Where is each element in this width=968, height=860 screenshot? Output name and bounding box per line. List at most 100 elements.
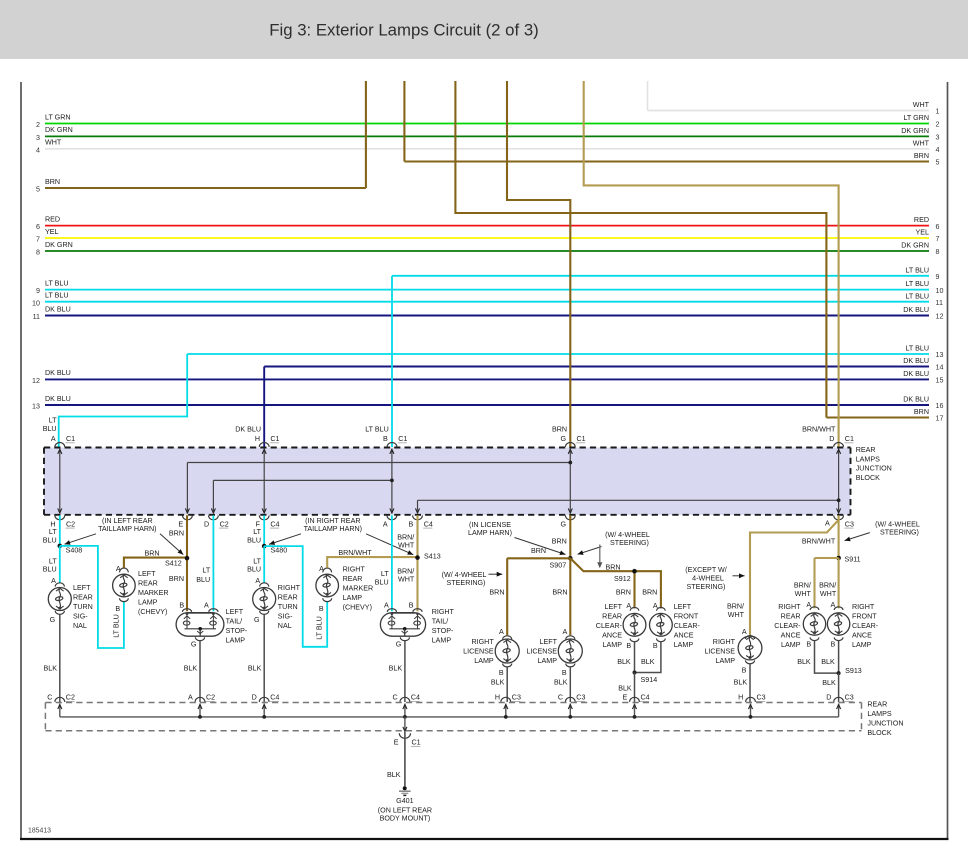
svg-text:LT: LT bbox=[253, 528, 261, 536]
svg-text:LICENSE: LICENSE bbox=[463, 648, 494, 656]
svg-text:STEERING): STEERING) bbox=[610, 539, 649, 547]
svg-text:(W/ 4-WHEEL: (W/ 4-WHEEL bbox=[605, 531, 650, 539]
svg-text:TAILLAMP HARN): TAILLAMP HARN) bbox=[98, 525, 156, 533]
svg-text:B: B bbox=[499, 669, 504, 677]
svg-text:LAMP: LAMP bbox=[343, 594, 363, 602]
svg-text:BRN: BRN bbox=[531, 547, 546, 555]
svg-text:LAMP: LAMP bbox=[781, 641, 801, 649]
svg-text:17: 17 bbox=[936, 415, 944, 423]
svg-text:BLK: BLK bbox=[618, 684, 632, 692]
svg-text:RIGHT: RIGHT bbox=[778, 603, 801, 611]
svg-text:WHT: WHT bbox=[795, 590, 812, 598]
svg-text:(CHEVY): (CHEVY) bbox=[343, 604, 372, 612]
svg-text:LT: LT bbox=[49, 557, 57, 565]
svg-text:BLOCK: BLOCK bbox=[867, 729, 891, 737]
svg-text:3: 3 bbox=[36, 134, 40, 142]
svg-text:LAMP: LAMP bbox=[138, 599, 158, 607]
svg-text:LT GRN: LT GRN bbox=[903, 114, 929, 122]
svg-text:RIGHT: RIGHT bbox=[713, 638, 736, 646]
svg-text:C2: C2 bbox=[66, 694, 75, 702]
svg-text:TURN: TURN bbox=[73, 603, 93, 611]
svg-text:LAMP: LAMP bbox=[474, 657, 494, 665]
svg-text:MARKER: MARKER bbox=[138, 589, 169, 597]
svg-text:Fig 3: Exterior Lamps Circuit: Fig 3: Exterior Lamps Circuit (2 of 3) bbox=[269, 21, 539, 40]
svg-text:13: 13 bbox=[32, 403, 40, 411]
svg-text:H: H bbox=[738, 694, 743, 702]
svg-text:E: E bbox=[394, 739, 399, 747]
svg-text:LT: LT bbox=[49, 416, 57, 424]
svg-text:5: 5 bbox=[936, 159, 940, 167]
svg-text:JUNCTION: JUNCTION bbox=[856, 465, 892, 473]
svg-text:DK BLU: DK BLU bbox=[903, 370, 929, 378]
svg-text:C4: C4 bbox=[411, 694, 420, 702]
svg-text:LAMP: LAMP bbox=[716, 657, 736, 665]
svg-text:E: E bbox=[623, 694, 628, 702]
svg-text:BRN: BRN bbox=[169, 575, 184, 583]
svg-text:BRN: BRN bbox=[45, 178, 60, 186]
svg-text:11: 11 bbox=[33, 313, 40, 321]
svg-text:B: B bbox=[179, 602, 184, 610]
svg-text:LT BLU: LT BLU bbox=[45, 279, 69, 287]
svg-text:DK BLU: DK BLU bbox=[235, 426, 261, 434]
svg-text:BLU: BLU bbox=[43, 536, 57, 544]
svg-text:YEL: YEL bbox=[45, 228, 59, 236]
svg-text:LT BLU: LT BLU bbox=[905, 345, 929, 353]
svg-text:LAMPS: LAMPS bbox=[856, 455, 880, 463]
svg-text:WHT: WHT bbox=[45, 139, 62, 147]
svg-text:NAL: NAL bbox=[73, 622, 87, 630]
svg-text:B: B bbox=[562, 669, 567, 677]
svg-text:C1: C1 bbox=[66, 435, 75, 443]
svg-text:G: G bbox=[191, 640, 197, 648]
svg-text:A: A bbox=[626, 602, 631, 610]
svg-text:DK GRN: DK GRN bbox=[45, 241, 73, 249]
svg-text:BRN: BRN bbox=[144, 549, 159, 557]
svg-text:ANCE: ANCE bbox=[852, 632, 872, 640]
svg-text:10: 10 bbox=[936, 287, 944, 295]
svg-text:S480: S480 bbox=[271, 547, 288, 555]
svg-text:TAILLAMP HARN): TAILLAMP HARN) bbox=[304, 525, 362, 533]
svg-text:H: H bbox=[255, 435, 260, 443]
svg-text:BRN: BRN bbox=[914, 152, 929, 160]
svg-text:LICENSE: LICENSE bbox=[526, 648, 557, 656]
svg-text:TAIL/: TAIL/ bbox=[226, 618, 243, 626]
svg-text:(IN LEFT REAR: (IN LEFT REAR bbox=[102, 517, 153, 525]
svg-text:H: H bbox=[495, 694, 500, 702]
svg-text:LEFT: LEFT bbox=[73, 584, 91, 592]
svg-text:BRN: BRN bbox=[552, 538, 567, 546]
svg-text:JUNCTION: JUNCTION bbox=[867, 719, 903, 727]
svg-text:16: 16 bbox=[936, 402, 944, 410]
svg-text:RIGHT: RIGHT bbox=[278, 584, 301, 592]
svg-text:G: G bbox=[396, 640, 402, 648]
svg-text:CLEAR-: CLEAR- bbox=[774, 622, 801, 630]
svg-text:LT BLU: LT BLU bbox=[905, 292, 929, 300]
svg-text:(ON LEFT REAR: (ON LEFT REAR bbox=[378, 806, 432, 814]
svg-text:BLK: BLK bbox=[44, 665, 58, 673]
svg-text:D: D bbox=[252, 694, 257, 702]
svg-text:3: 3 bbox=[936, 134, 940, 142]
svg-text:BLK: BLK bbox=[734, 679, 748, 687]
svg-text:DK GRN: DK GRN bbox=[45, 126, 73, 134]
svg-text:FRONT: FRONT bbox=[852, 613, 877, 621]
svg-text:BODY MOUNT): BODY MOUNT) bbox=[380, 815, 431, 823]
svg-text:BLU: BLU bbox=[247, 536, 261, 544]
svg-text:ANCE: ANCE bbox=[781, 632, 801, 640]
svg-text:STEERING): STEERING) bbox=[687, 583, 726, 591]
svg-text:BLU: BLU bbox=[375, 578, 389, 586]
svg-text:STOP-: STOP- bbox=[226, 627, 248, 635]
svg-text:B: B bbox=[115, 605, 120, 613]
svg-text:D: D bbox=[829, 435, 834, 443]
svg-text:LT: LT bbox=[202, 566, 210, 574]
svg-text:B: B bbox=[319, 605, 324, 613]
svg-text:BRN: BRN bbox=[489, 589, 504, 597]
svg-text:BRN: BRN bbox=[914, 408, 929, 416]
svg-text:LAMP HARN): LAMP HARN) bbox=[468, 529, 512, 537]
svg-text:RIGHT: RIGHT bbox=[343, 566, 366, 574]
svg-text:WHT: WHT bbox=[820, 590, 837, 598]
svg-text:8: 8 bbox=[936, 248, 940, 256]
svg-text:15: 15 bbox=[936, 377, 944, 385]
svg-text:D: D bbox=[826, 694, 831, 702]
svg-text:B: B bbox=[653, 642, 658, 650]
svg-text:S912: S912 bbox=[614, 575, 631, 583]
svg-text:REAR: REAR bbox=[856, 446, 876, 454]
svg-text:A: A bbox=[116, 565, 121, 573]
